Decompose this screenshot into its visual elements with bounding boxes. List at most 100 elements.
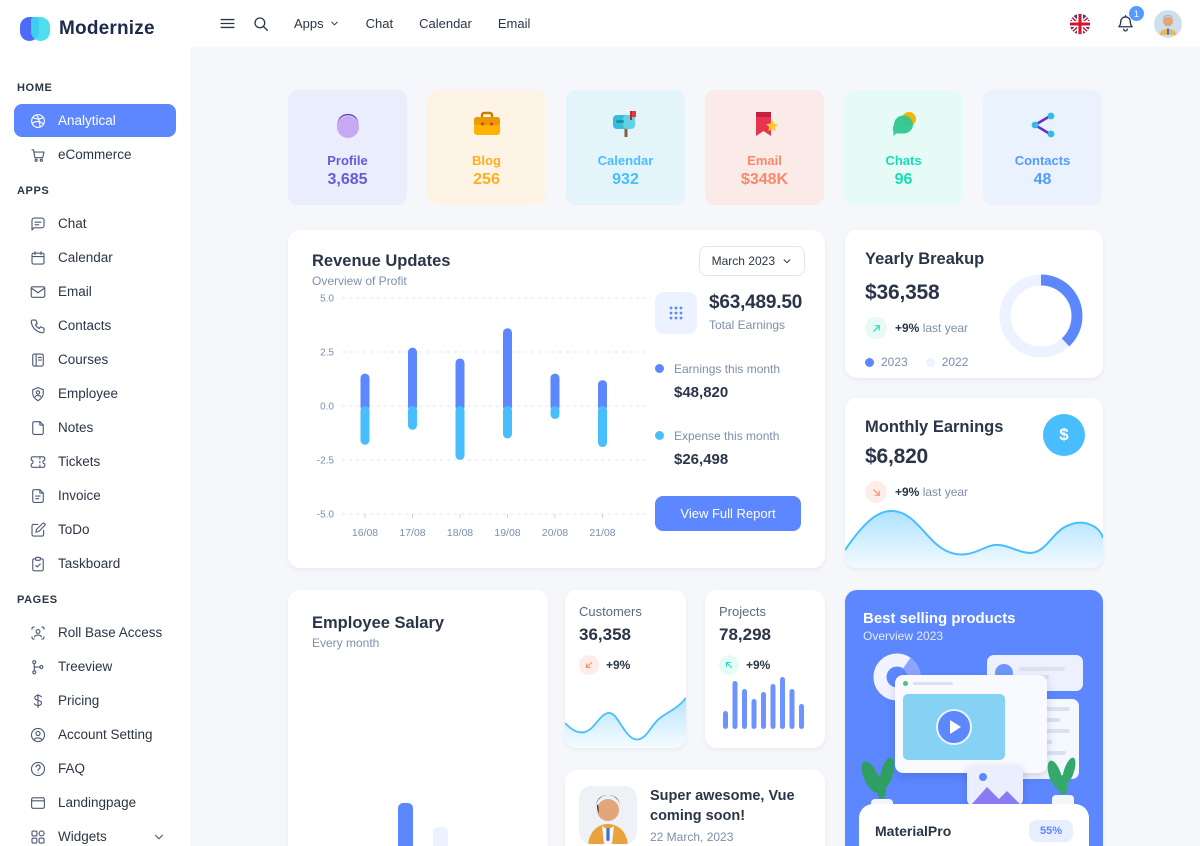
- play-icon: [936, 709, 972, 745]
- illustration-browser-window: [895, 675, 1047, 773]
- legend-label: Earnings this month: [674, 362, 781, 376]
- customers-delta: +9%: [606, 658, 631, 672]
- sidebar-item-todo[interactable]: ToDo: [14, 513, 176, 546]
- stat-card-profile[interactable]: Profile 3,685: [288, 90, 407, 205]
- view-full-report-button[interactable]: View Full Report: [655, 496, 801, 531]
- topbar-link-calendar[interactable]: Calendar: [419, 16, 472, 31]
- topbar-link-chat[interactable]: Chat: [366, 16, 393, 31]
- stat-cards-row: Profile 3,685 Blog 256 Calendar 932 Email $348K…: [288, 90, 1103, 205]
- topbar-link-apps[interactable]: Apps: [294, 16, 340, 31]
- nav-section-label-apps: APPS: [17, 185, 50, 197]
- trend-down-left-icon: [579, 655, 599, 675]
- sidebar-item-landingpage[interactable]: Landingpage: [14, 786, 176, 819]
- bookmark-icon: [746, 106, 784, 144]
- employee-salary-card: Employee Salary Every month AprMayJuneJu…: [288, 590, 548, 846]
- salary-bar-july: July: [431, 827, 451, 846]
- period-select[interactable]: March 2023: [698, 246, 805, 276]
- phone-icon: [28, 316, 47, 335]
- revenue-subtitle: Overview of Profit: [312, 274, 407, 288]
- sidebar: Modernize HOME Analytical eCommerce APPS Cha…: [0, 0, 190, 846]
- stat-card-email[interactable]: Email $348K: [705, 90, 824, 205]
- blog-icon: [468, 106, 506, 144]
- legend-value: $26,498: [674, 451, 729, 468]
- legend-dot-icon: [925, 357, 935, 367]
- sidebar-nav: HOME Analytical eCommerce APPS Chat Calendar E…: [0, 42, 190, 846]
- customers-card: Customers 36,358 +9%: [565, 590, 686, 748]
- sidebar-item-analytical[interactable]: Analytical: [14, 104, 176, 137]
- courses-icon: [28, 350, 47, 369]
- sidebar-item-label: Landingpage: [58, 795, 137, 810]
- sidebar-item-faq[interactable]: FAQ: [14, 752, 176, 785]
- projects-title: Projects: [719, 604, 766, 619]
- grid-dots-icon: [655, 292, 697, 334]
- sidebar-item-pricing[interactable]: Pricing: [14, 684, 176, 717]
- employee-salary-subtitle: Every month: [312, 636, 380, 650]
- illustration-plant-left: [861, 757, 894, 811]
- product-percent-badge: 55%: [1028, 820, 1073, 842]
- sidebar-item-calendar[interactable]: Calendar: [14, 241, 176, 274]
- sidebar-item-treeview[interactable]: Treeview: [14, 650, 176, 683]
- search-button[interactable]: [244, 7, 278, 41]
- revenue-legend: Earnings this month $48,820 Expense this…: [655, 360, 801, 468]
- sidebar-item-email[interactable]: Email: [14, 275, 176, 308]
- sidebar-item-roll-base-access[interactable]: Roll Base Access: [14, 616, 176, 649]
- sidebar-item-account-setting[interactable]: Account Setting: [14, 718, 176, 751]
- user-avatar[interactable]: [1154, 9, 1182, 38]
- sidebar-item-label: eCommerce: [58, 147, 132, 162]
- language-flag-button[interactable]: [1063, 7, 1097, 41]
- sidebar-item-taskboard[interactable]: Taskboard: [14, 547, 176, 580]
- best-selling-title: Best selling products: [863, 610, 1016, 627]
- taskboard-icon: [28, 554, 47, 573]
- sidebar-item-tickets[interactable]: Tickets: [14, 445, 176, 478]
- topbar-link-label: Email: [497, 16, 531, 31]
- search-icon: [254, 16, 269, 31]
- sidebar-item-widgets[interactable]: Widgets: [14, 820, 176, 846]
- trend-down-icon: [865, 481, 887, 503]
- yearly-delta-suffix: last year: [922, 321, 969, 335]
- legend-item-expense-this-month: Expense this month $26,498: [655, 427, 801, 468]
- dollar-button[interactable]: $: [1043, 414, 1085, 456]
- account-icon: [28, 725, 47, 744]
- sidebar-item-contacts[interactable]: Contacts: [14, 309, 176, 342]
- trend-up-icon: [865, 317, 887, 339]
- projects-bar-chart: [723, 675, 809, 734]
- invoice-icon: [28, 486, 47, 505]
- notifications-button[interactable]: 1: [1115, 6, 1144, 34]
- legend-label: Expense this month: [674, 429, 780, 443]
- illustration-image-card: [967, 765, 1023, 805]
- sidebar-item-label: FAQ: [58, 761, 86, 776]
- brand-logo[interactable]: Modernize: [0, 0, 190, 42]
- stat-card-blog[interactable]: Blog 256: [427, 90, 546, 205]
- sidebar-item-chat[interactable]: Chat: [14, 207, 176, 240]
- chevron-down-icon: [152, 830, 166, 844]
- widgets-icon: [28, 827, 47, 846]
- sidebar-item-notes[interactable]: Notes: [14, 411, 176, 444]
- total-earnings-label: Total Earnings: [709, 318, 786, 332]
- sidebar-item-courses[interactable]: Courses: [14, 343, 176, 376]
- stat-card-calendar[interactable]: Calendar 932: [566, 90, 685, 205]
- announcement-card: Super awesome, Vue coming soon! 22 March…: [565, 770, 825, 846]
- yearly-legend-2023: 2023: [865, 355, 908, 369]
- topbar-link-email[interactable]: Email: [498, 16, 531, 31]
- chats-icon: [885, 106, 923, 144]
- svg-text:21/08: 21/08: [589, 527, 615, 539]
- sidebar-item-label: Chat: [58, 216, 87, 231]
- calendar-icon: [28, 248, 47, 267]
- sidebar-item-label: Treeview: [58, 659, 113, 674]
- legend-dot-icon: [865, 357, 874, 367]
- stat-card-value: 256: [473, 171, 500, 188]
- sidebar-item-invoice[interactable]: Invoice: [14, 479, 176, 512]
- sidebar-item-employee[interactable]: Employee: [14, 377, 176, 410]
- monthly-earnings-card: Monthly Earnings $ $6,820 +9% last year: [845, 398, 1103, 568]
- stat-card-chats[interactable]: Chats 96: [844, 90, 963, 205]
- svg-text:18/08: 18/08: [447, 527, 473, 539]
- stat-card-contacts[interactable]: Contacts 48: [983, 90, 1102, 205]
- best-selling-subtitle: Overview 2023: [863, 629, 944, 643]
- product-name: MaterialPro: [875, 823, 952, 839]
- todo-icon: [28, 520, 47, 539]
- svg-text:19/08: 19/08: [494, 527, 520, 539]
- bar: [397, 803, 413, 846]
- menu-toggle-button[interactable]: [210, 7, 244, 41]
- sidebar-item-ecommerce[interactable]: eCommerce: [14, 138, 176, 171]
- customers-value: 36,358: [579, 625, 631, 644]
